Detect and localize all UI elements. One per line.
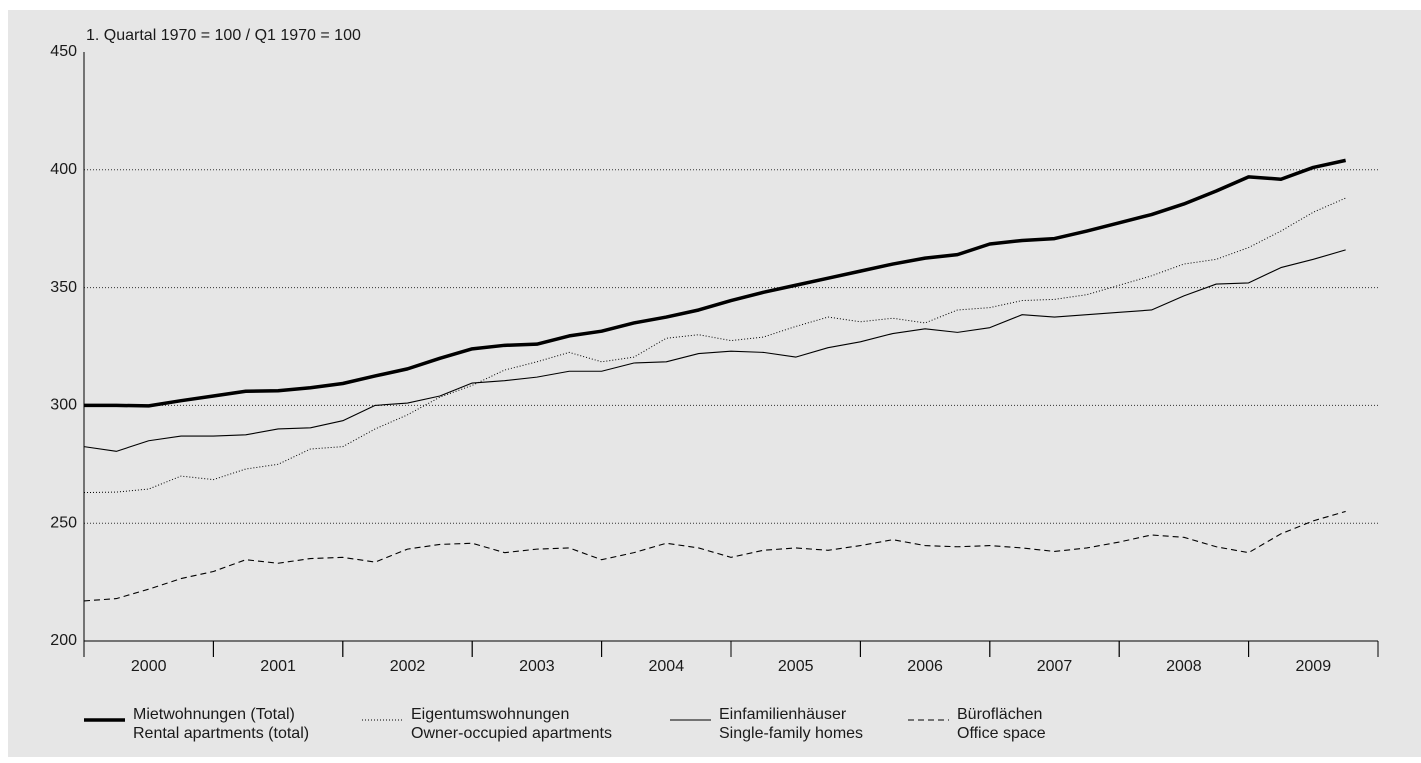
x-tick-label: 2008 xyxy=(1166,658,1202,675)
y-tick-label: 200 xyxy=(50,632,77,649)
chart-background xyxy=(8,10,1421,757)
legend-label: Büroflächen xyxy=(957,706,1042,723)
legend-label: Einfamilienhäuser xyxy=(719,706,847,723)
x-tick-label: 2001 xyxy=(260,658,296,675)
legend-label: Eigentumswohnungen xyxy=(411,706,569,723)
y-tick-label: 250 xyxy=(50,514,77,531)
legend-label: Single-family homes xyxy=(719,725,863,742)
x-tick-label: 2007 xyxy=(1037,658,1073,675)
y-tick-label: 300 xyxy=(50,397,77,414)
x-tick-label: 2005 xyxy=(778,658,814,675)
y-axis-label: 1. Quartal 1970 = 100 / Q1 1970 = 100 xyxy=(86,27,361,44)
legend-label: Mietwohnungen (Total) xyxy=(133,706,295,723)
legend-label: Owner-occupied apartments xyxy=(411,725,612,742)
series-line xyxy=(83,510,1346,602)
y-tick-label: 350 xyxy=(50,279,77,296)
y-tick-label: 400 xyxy=(50,161,77,178)
x-tick-label: 2003 xyxy=(519,658,555,675)
x-tick-label: 2004 xyxy=(649,658,685,675)
x-tick-label: 2002 xyxy=(390,658,426,675)
x-tick-label: 2009 xyxy=(1296,658,1332,675)
x-tick-label: 2006 xyxy=(907,658,943,675)
series-line xyxy=(84,158,1347,408)
y-tick-label: 450 xyxy=(50,43,77,60)
series-line xyxy=(83,249,1346,452)
legend-label: Office space xyxy=(957,725,1046,742)
legend-label: Rental apartments (total) xyxy=(133,725,309,742)
x-tick-label: 2000 xyxy=(131,658,167,675)
series-line xyxy=(83,197,1346,494)
